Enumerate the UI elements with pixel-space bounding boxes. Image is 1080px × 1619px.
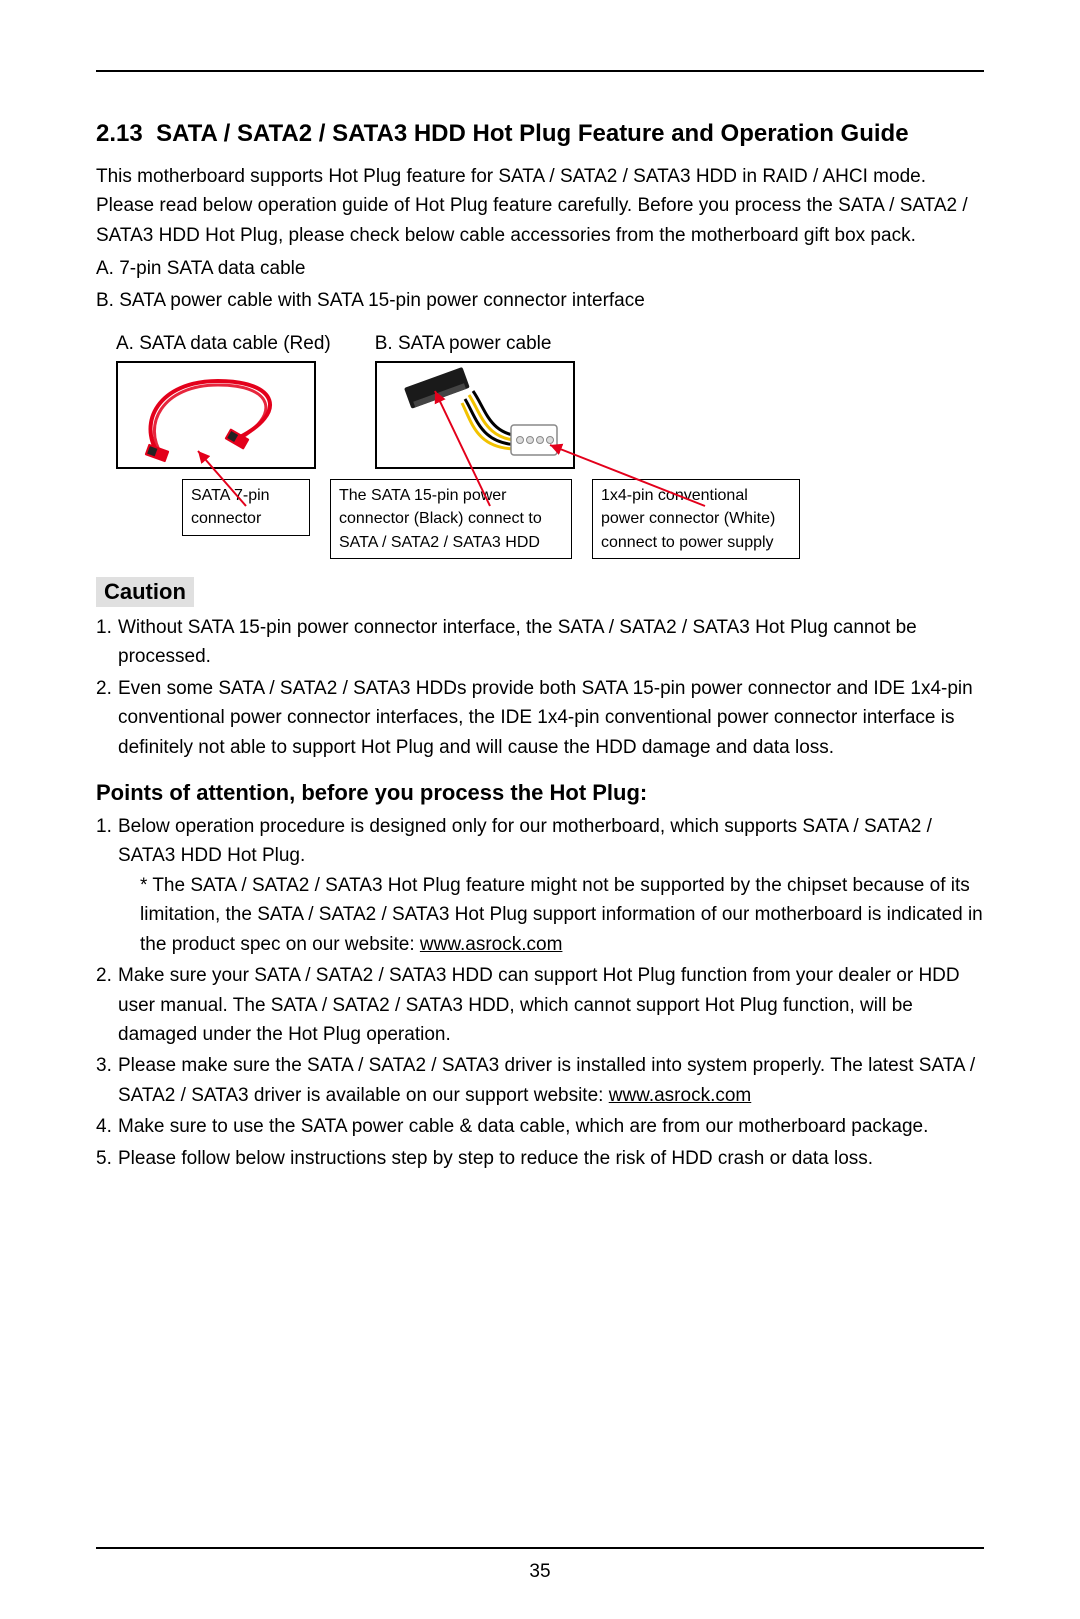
attention-item-4: 4. Make sure to use the SATA power cable… [96,1112,984,1141]
bottom-rule [96,1547,984,1549]
asrock-link-1[interactable]: www.asrock.com [420,934,563,955]
accessory-a: A. 7-pin SATA data cable [96,254,984,283]
section-title: 2.13 SATA / SATA2 / SATA3 HDD Hot Plug F… [96,120,984,148]
figure-a-arrow [116,333,336,513]
attention-heading: Points of attention, before you process … [96,780,984,806]
attention-item-1: 1. Below operation procedure is designed… [96,812,984,959]
figures-row: A. SATA data cable (Red) [116,333,984,469]
asrock-link-2[interactable]: www.asrock.com [609,1085,752,1106]
caution-item-1: 1.Without SATA 15-pin power connector in… [96,613,984,672]
attention-item-3: 3. Please make sure the SATA / SATA2 / S… [96,1051,984,1110]
attention-list: 1. Below operation procedure is designed… [96,812,984,1173]
caution-item-2: 2.Even some SATA / SATA2 / SATA3 HDDs pr… [96,674,984,762]
section-number: 2.13 [96,120,143,147]
page-number: 35 [0,1561,1080,1583]
figure-b-arrows [375,333,735,513]
accessory-b: B. SATA power cable with SATA 15-pin pow… [96,286,984,315]
attention-item-5: 5. Please follow below instructions step… [96,1144,984,1173]
top-rule [96,70,984,72]
attention-item-1-note: * The SATA / SATA2 / SATA3 Hot Plug feat… [118,871,984,959]
section-title-text: SATA / SATA2 / SATA3 HDD Hot Plug Featur… [156,120,908,147]
caution-list: 1.Without SATA 15-pin power connector in… [96,613,984,762]
caution-heading: Caution [96,577,194,607]
intro-paragraph: This motherboard supports Hot Plug featu… [96,162,984,250]
attention-item-2: 2. Make sure your SATA / SATA2 / SATA3 H… [96,961,984,1049]
